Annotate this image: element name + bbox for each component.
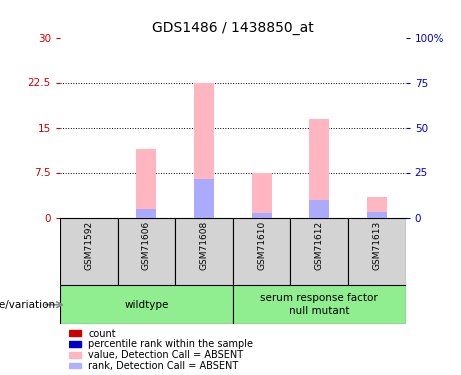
Title: GDS1486 / 1438850_at: GDS1486 / 1438850_at (152, 21, 313, 35)
Bar (194, 178, 214, 218)
Text: rank, Detection Call = ABSENT: rank, Detection Call = ABSENT (88, 361, 238, 371)
Bar (233, 285, 406, 324)
Bar (118, 217, 175, 285)
Bar (69, 330, 81, 336)
Bar (194, 82, 214, 218)
Text: GSM71610: GSM71610 (257, 221, 266, 270)
Text: percentile rank within the sample: percentile rank within the sample (88, 339, 253, 349)
Bar (60, 217, 118, 285)
Bar (69, 363, 81, 369)
Text: GSM71606: GSM71606 (142, 221, 151, 270)
Text: GSM71592: GSM71592 (84, 221, 93, 270)
Text: GSM71608: GSM71608 (200, 221, 208, 270)
Bar (175, 217, 233, 285)
Bar (252, 172, 272, 217)
Text: GSM71612: GSM71612 (315, 221, 324, 270)
Bar (252, 213, 272, 217)
Bar (69, 341, 81, 347)
Text: value, Detection Call = ABSENT: value, Detection Call = ABSENT (88, 350, 243, 360)
Bar (136, 209, 156, 218)
Bar (136, 148, 156, 217)
Text: count: count (88, 328, 116, 339)
Text: GSM71613: GSM71613 (372, 221, 381, 270)
Bar (290, 217, 348, 285)
Text: wildtype: wildtype (124, 300, 169, 310)
Bar (309, 200, 329, 217)
Text: serum response factor
null mutant: serum response factor null mutant (260, 294, 378, 316)
Bar (233, 217, 290, 285)
Bar (60, 285, 233, 324)
Bar (367, 212, 387, 217)
Bar (69, 352, 81, 358)
Bar (309, 118, 329, 218)
Bar (348, 217, 406, 285)
Text: genotype/variation: genotype/variation (0, 300, 55, 310)
Bar (367, 196, 387, 217)
